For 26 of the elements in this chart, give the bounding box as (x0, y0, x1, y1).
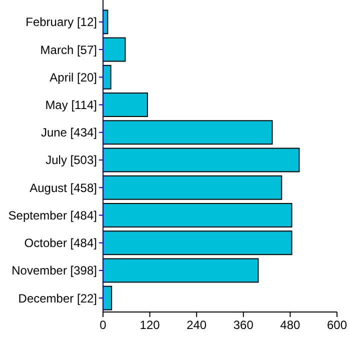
bar (102, 120, 273, 145)
y-tick-label: June [434] (40, 126, 97, 140)
bar (102, 37, 126, 62)
y-tick-label: February [12] (26, 15, 97, 30)
y-tick-label: July [503] (46, 153, 97, 168)
bar (102, 92, 148, 118)
y-tick-label: October [484] (24, 236, 97, 250)
bar (102, 230, 292, 256)
bar (102, 258, 259, 283)
x-tick-label: 240 (186, 318, 207, 332)
y-tick-label: March [57] (40, 42, 97, 57)
x-tick-label: 0 (100, 318, 107, 332)
y-tick-label: December [22] (18, 291, 97, 306)
bar (102, 148, 300, 172)
x-tick-label: 600 (326, 318, 348, 332)
x-tick-label: 480 (280, 318, 301, 332)
bar (102, 175, 282, 200)
bar (102, 202, 292, 228)
x-tick-label: 120 (140, 318, 160, 332)
y-tick-label: September [484] (8, 208, 97, 222)
y-tick-label: May [114] (45, 98, 97, 112)
y-tick-label: April [20] (50, 70, 97, 84)
bar (102, 64, 112, 90)
y-tick-label: November [398] (12, 264, 97, 278)
x-tick-label: 360 (233, 318, 254, 332)
y-tick-label: August [458] (30, 180, 97, 195)
